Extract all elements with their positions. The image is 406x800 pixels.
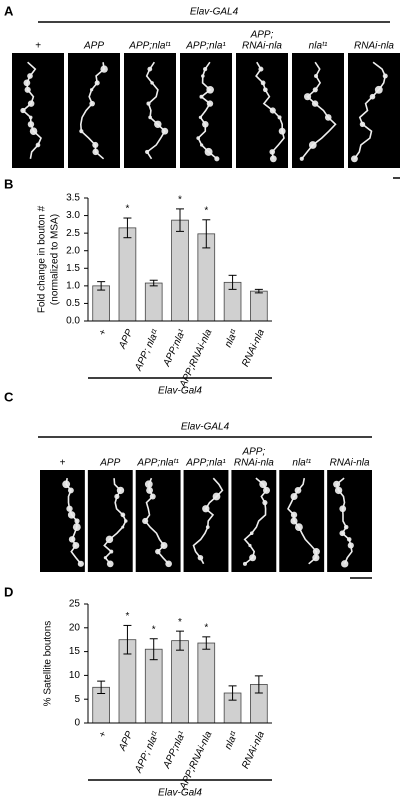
- y-tick-label: 0.5: [66, 298, 80, 309]
- x-tick-label: RNAi-nla: [240, 729, 267, 770]
- y-axis-label: (normalized to MSA): [50, 214, 61, 305]
- neurite: [144, 477, 170, 565]
- image-label: nlaᵗ¹: [292, 458, 311, 469]
- neurite: [65, 478, 82, 565]
- bar: [144, 282, 163, 322]
- significance-star: *: [178, 195, 182, 206]
- bar: [197, 642, 216, 724]
- micrograph: [236, 53, 288, 168]
- image-label: RNAi-nla: [330, 458, 370, 469]
- image-label: RNAi-nla: [354, 41, 394, 52]
- image-label: APP: [83, 41, 104, 52]
- image-label: APP: [99, 458, 120, 469]
- y-tick-label: 1.0: [66, 280, 80, 291]
- significance-star: *: [204, 205, 208, 216]
- panel-label: B: [4, 176, 13, 191]
- neurite: [192, 477, 224, 565]
- panel-label: A: [4, 3, 14, 18]
- significance-star: *: [125, 611, 129, 622]
- y-axis-label: Fold change in bouton #: [37, 205, 48, 313]
- significance-star: *: [152, 624, 156, 635]
- x-tick-label: APP: [117, 729, 136, 753]
- group-label: Elav-Gal4: [158, 788, 202, 799]
- bar: [144, 648, 163, 724]
- x-tick-label: RNAi-nla: [240, 327, 267, 368]
- bar: [171, 640, 189, 724]
- x-tick-label: +: [97, 730, 110, 740]
- neurite: [103, 478, 127, 565]
- bar: [171, 219, 189, 322]
- image-label: APP;nla¹: [185, 41, 226, 52]
- x-tick-label: APP;nla¹: [161, 729, 188, 771]
- y-tick-label: 20: [69, 622, 81, 633]
- y-tick-label: 15: [69, 646, 81, 657]
- image-label: RNAi-nla: [234, 458, 274, 469]
- x-tick-label: nlaᵗ¹: [223, 327, 241, 349]
- micrograph: [292, 53, 344, 168]
- image-label: RNAi-nla: [242, 41, 282, 52]
- bouton: [341, 560, 349, 568]
- neurite: [197, 61, 218, 160]
- neurite: [243, 477, 268, 565]
- x-tick-label: +: [97, 328, 110, 338]
- y-tick-label: 0: [74, 718, 80, 729]
- group-label: Elav-Gal4: [158, 386, 202, 397]
- image-label: nlaᵗ¹: [309, 41, 328, 52]
- image-label: +: [35, 41, 41, 52]
- neurite: [335, 477, 353, 565]
- neurite: [255, 61, 285, 159]
- image-label: APP;nlaᵗ¹: [136, 458, 179, 469]
- x-tick-label: APP: [117, 327, 136, 351]
- significance-star: *: [204, 622, 208, 633]
- y-tick-label: 3.5: [66, 193, 80, 204]
- image-label: +: [60, 458, 66, 469]
- neurite: [79, 62, 105, 160]
- bar: [92, 285, 110, 322]
- x-tick-label: APP; nlaᵗ¹: [133, 327, 162, 373]
- image-label: APP;nlaᵗ¹: [128, 41, 171, 52]
- significance-star: *: [178, 617, 182, 628]
- neurite: [145, 61, 166, 160]
- bouton: [269, 155, 277, 163]
- panel-label: D: [4, 584, 13, 599]
- image-label: APP;nla¹: [185, 458, 226, 469]
- y-axis-label: % Satellite boutons: [43, 621, 54, 707]
- x-tick-label: nlaᵗ¹: [223, 729, 241, 751]
- bar: [118, 227, 137, 322]
- x-tick-label: APP; nlaᵗ¹: [133, 729, 162, 775]
- image-label: APP;: [241, 447, 265, 458]
- panel-label: C: [4, 389, 14, 404]
- neurite: [301, 61, 337, 160]
- significance-star: *: [125, 204, 129, 215]
- y-tick-label: 0.0: [66, 316, 80, 327]
- y-tick-label: 5: [74, 694, 80, 705]
- y-tick-label: 3.0: [66, 210, 80, 221]
- panel-title: Elav-GAL4: [190, 7, 239, 18]
- neurite: [21, 61, 42, 159]
- y-tick-label: 1.5: [66, 263, 80, 274]
- neurite: [287, 478, 318, 565]
- micrograph: [183, 470, 229, 572]
- neurite: [353, 61, 387, 160]
- micrograph: [348, 53, 400, 168]
- y-tick-label: 2.5: [66, 228, 80, 239]
- panel-title: Elav-GAL4: [181, 422, 230, 433]
- micrograph: [12, 53, 64, 168]
- y-tick-label: 10: [69, 670, 81, 681]
- micrograph: [68, 53, 120, 168]
- bar: [250, 290, 268, 322]
- y-tick-label: 2.0: [66, 245, 80, 256]
- x-tick-label: APP;nla¹: [161, 327, 188, 369]
- y-tick-label: 25: [69, 599, 81, 610]
- image-label: APP;: [250, 30, 274, 41]
